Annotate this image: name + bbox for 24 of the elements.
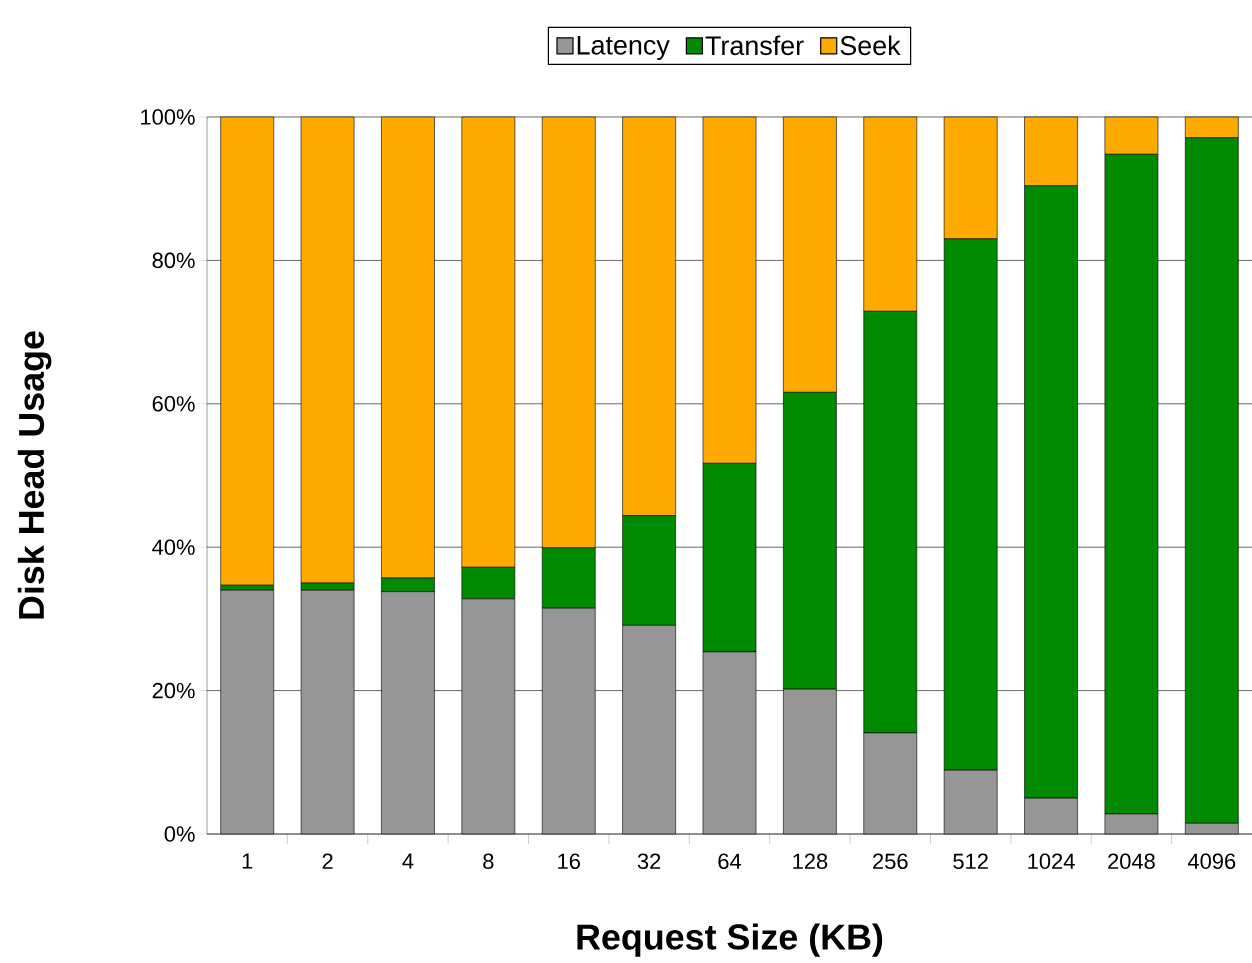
x-tick-label: 8 (483, 853, 494, 870)
y-tick-label: 20% (152, 682, 195, 699)
legend-label: Latency (577, 35, 670, 60)
y-tick-label: 80% (152, 252, 195, 269)
x-tick-label: 128 (793, 853, 828, 870)
y-axis-title: Disk Head Usage (17, 331, 52, 619)
x-tick-label: 32 (637, 853, 661, 870)
y-tick-label: 40% (152, 539, 195, 555)
y-tick-label: 0% (164, 826, 195, 842)
x-tick-label: 2048 (1108, 853, 1155, 870)
x-axis-title: Request Size (KB) (577, 923, 883, 957)
x-tick-label: 4096 (1187, 853, 1236, 870)
x-tick-label: 256 (873, 853, 908, 870)
legend-label: Transfer (705, 35, 804, 56)
x-tick-label: 16 (558, 853, 580, 870)
legend-label: Seek (840, 35, 901, 56)
x-tick-label: 4 (402, 853, 414, 869)
x-tick-label: 1 (242, 853, 253, 869)
y-tick-label: 100% (141, 109, 195, 125)
x-tick-label: 1024 (1028, 853, 1075, 870)
x-tick-label: 512 (953, 853, 988, 870)
y-tick-label: 60% (152, 396, 195, 412)
x-tick-label: 64 (718, 853, 742, 870)
x-tick-label: 2 (322, 853, 333, 869)
